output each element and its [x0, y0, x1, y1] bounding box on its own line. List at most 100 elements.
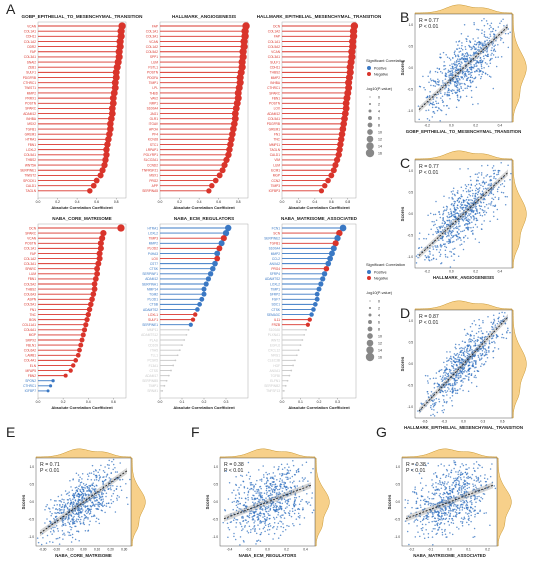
scatter-point [463, 55, 466, 57]
scatter-point [121, 478, 124, 481]
scatter-point [49, 511, 51, 513]
scatter-point [59, 508, 62, 511]
scatter-point [465, 208, 467, 210]
scatter-point [494, 205, 496, 207]
scatter-point [446, 351, 448, 353]
scatter-point [473, 345, 475, 347]
scatter-point [476, 188, 479, 191]
scatter-point [468, 341, 470, 343]
scatter-point [254, 530, 256, 533]
scatter-point [462, 377, 465, 380]
scatter-point [445, 517, 448, 520]
lollipop-point [238, 58, 246, 66]
scatter-point [90, 508, 92, 510]
scatter-point [486, 63, 488, 65]
size-legend-dot [365, 148, 375, 158]
scatter-point [473, 479, 475, 481]
scatter-point [494, 342, 496, 344]
scatter-point [470, 211, 473, 213]
lollipop-point [110, 89, 118, 97]
scatter-point [277, 513, 279, 516]
scatter-point [449, 371, 451, 373]
scatter-point [299, 523, 301, 526]
lollipop-point [100, 229, 107, 237]
scatter-point [438, 387, 441, 389]
scatter-point [455, 392, 457, 394]
scatter-point [265, 485, 267, 487]
scatter-point [489, 475, 492, 478]
lollipop-point [229, 130, 236, 138]
scatter-point [420, 246, 423, 249]
scatter-point [95, 503, 97, 506]
gene-label: IGFBP7 [25, 389, 37, 393]
scatter-point [487, 347, 490, 349]
scatter-point [497, 171, 500, 174]
scatter-point [476, 49, 479, 51]
gene-label: THBS2 [270, 71, 281, 75]
scatter-point [459, 58, 462, 61]
scatter-point [427, 491, 430, 493]
scatter-point [452, 248, 454, 250]
scatter-point [417, 531, 419, 533]
scatter-point [111, 460, 113, 463]
scatter-point [52, 526, 54, 529]
scatter-point [266, 491, 268, 493]
scatter-point [484, 480, 487, 483]
scatter-point [280, 483, 283, 486]
scatter-point [502, 337, 505, 339]
scatter-point [256, 540, 258, 542]
scatter-point [286, 463, 289, 465]
scatter-point [463, 218, 466, 220]
scatter-point [452, 198, 454, 200]
scatter-point [425, 523, 427, 526]
gene-label: DCN [273, 24, 281, 28]
scatter-point [469, 81, 472, 83]
x-density-curve [414, 300, 513, 311]
scatter-point [466, 521, 468, 524]
scatter-point [493, 33, 495, 36]
plot-frame [159, 223, 249, 399]
scatter-point [467, 53, 469, 56]
scatter-point [425, 238, 428, 240]
scatter-point [432, 493, 435, 496]
scatter-point [451, 193, 454, 195]
scatter-point [449, 397, 451, 399]
scatter-point [459, 504, 462, 506]
scatter-point [78, 485, 80, 487]
lollipop-point [112, 68, 120, 76]
scatter-point [469, 175, 472, 178]
scatter-point [478, 48, 480, 51]
scatter-point [488, 203, 490, 205]
scatter-point [448, 197, 450, 199]
scatter-point [460, 380, 462, 383]
scatter-point [448, 518, 451, 520]
scatter-point [442, 517, 445, 520]
scatter-point [472, 103, 474, 106]
x-tick-label: 0.6 [500, 420, 505, 424]
scatter-point [496, 322, 499, 325]
lollipop-point [163, 384, 166, 387]
size-legend-dot [367, 129, 373, 135]
scatter-point [249, 475, 252, 478]
scatter-point [68, 494, 70, 497]
scatter-point [45, 542, 48, 544]
scatter-point [492, 169, 495, 172]
scatter-point [441, 390, 443, 392]
scatter-point [476, 219, 479, 221]
lollipop-point [325, 260, 332, 267]
lollipop-point [84, 316, 90, 323]
scatter-point [431, 399, 434, 402]
gene-label: COL5A1 [24, 303, 36, 307]
scatter-point [473, 360, 476, 362]
scatter-point [101, 493, 103, 495]
scatter-point [434, 489, 436, 491]
scatter-point [438, 385, 440, 388]
scatter-point [441, 235, 444, 238]
scatter-point [442, 206, 445, 209]
scatter-point [448, 368, 451, 371]
lollipop-point [79, 337, 85, 343]
scatter-point [473, 370, 476, 372]
scatter-point [240, 484, 242, 486]
scatter-point [427, 496, 429, 498]
scatter-point [459, 210, 461, 212]
